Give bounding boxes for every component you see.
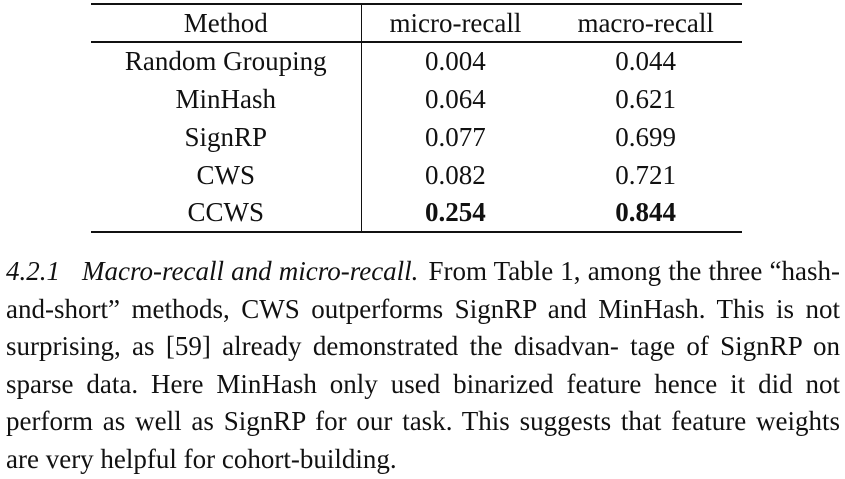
table-row: SignRP 0.077 0.699 [91, 118, 742, 156]
method-cell: CWS [91, 156, 362, 194]
method-cell: MinHash [91, 80, 362, 118]
section-paragraph: 4.2.1 Macro-recall and micro-recall. From … [6, 253, 840, 478]
header-macro-recall: macro-recall [549, 3, 742, 43]
table-row: Random Grouping 0.004 0.044 [91, 42, 742, 80]
macro-recall-cell: 0.621 [615, 83, 677, 114]
micro-recall-cell: 0.004 [425, 46, 486, 76]
macro-recall-cell: 0.044 [615, 46, 677, 76]
micro-recall-cell: 0.082 [425, 159, 486, 190]
section-number: 4.2.1 [6, 256, 60, 286]
method-cell: CCWS [91, 194, 362, 233]
header-method: Method [91, 3, 362, 43]
table-row: CCWS 0.254 0.844 [91, 194, 742, 233]
macro-recall-cell-best: 0.844 [549, 194, 742, 233]
header-micro-recall: micro-recall [361, 3, 550, 43]
method-cell: SignRP [91, 118, 362, 156]
macro-recall-cell: 0.721 [615, 159, 677, 190]
micro-recall-cell: 0.077 [425, 121, 486, 152]
section-body: From Table 1, among the three “hash-and-… [6, 256, 841, 474]
method-cell: Random Grouping [91, 42, 362, 80]
micro-recall-cell: 0.064 [425, 83, 486, 114]
table-header-row: Method micro-recall macro-recall [91, 3, 742, 43]
table-row: MinHash 0.064 0.621 [91, 80, 742, 118]
section-title: Macro-recall and micro-recall. [82, 256, 419, 286]
micro-recall-cell-best: 0.254 [361, 194, 550, 233]
results-table: Method micro-recall macro-recall Random … [91, 3, 742, 233]
macro-recall-cell: 0.699 [615, 121, 677, 152]
table-row: CWS 0.082 0.721 [91, 156, 742, 194]
